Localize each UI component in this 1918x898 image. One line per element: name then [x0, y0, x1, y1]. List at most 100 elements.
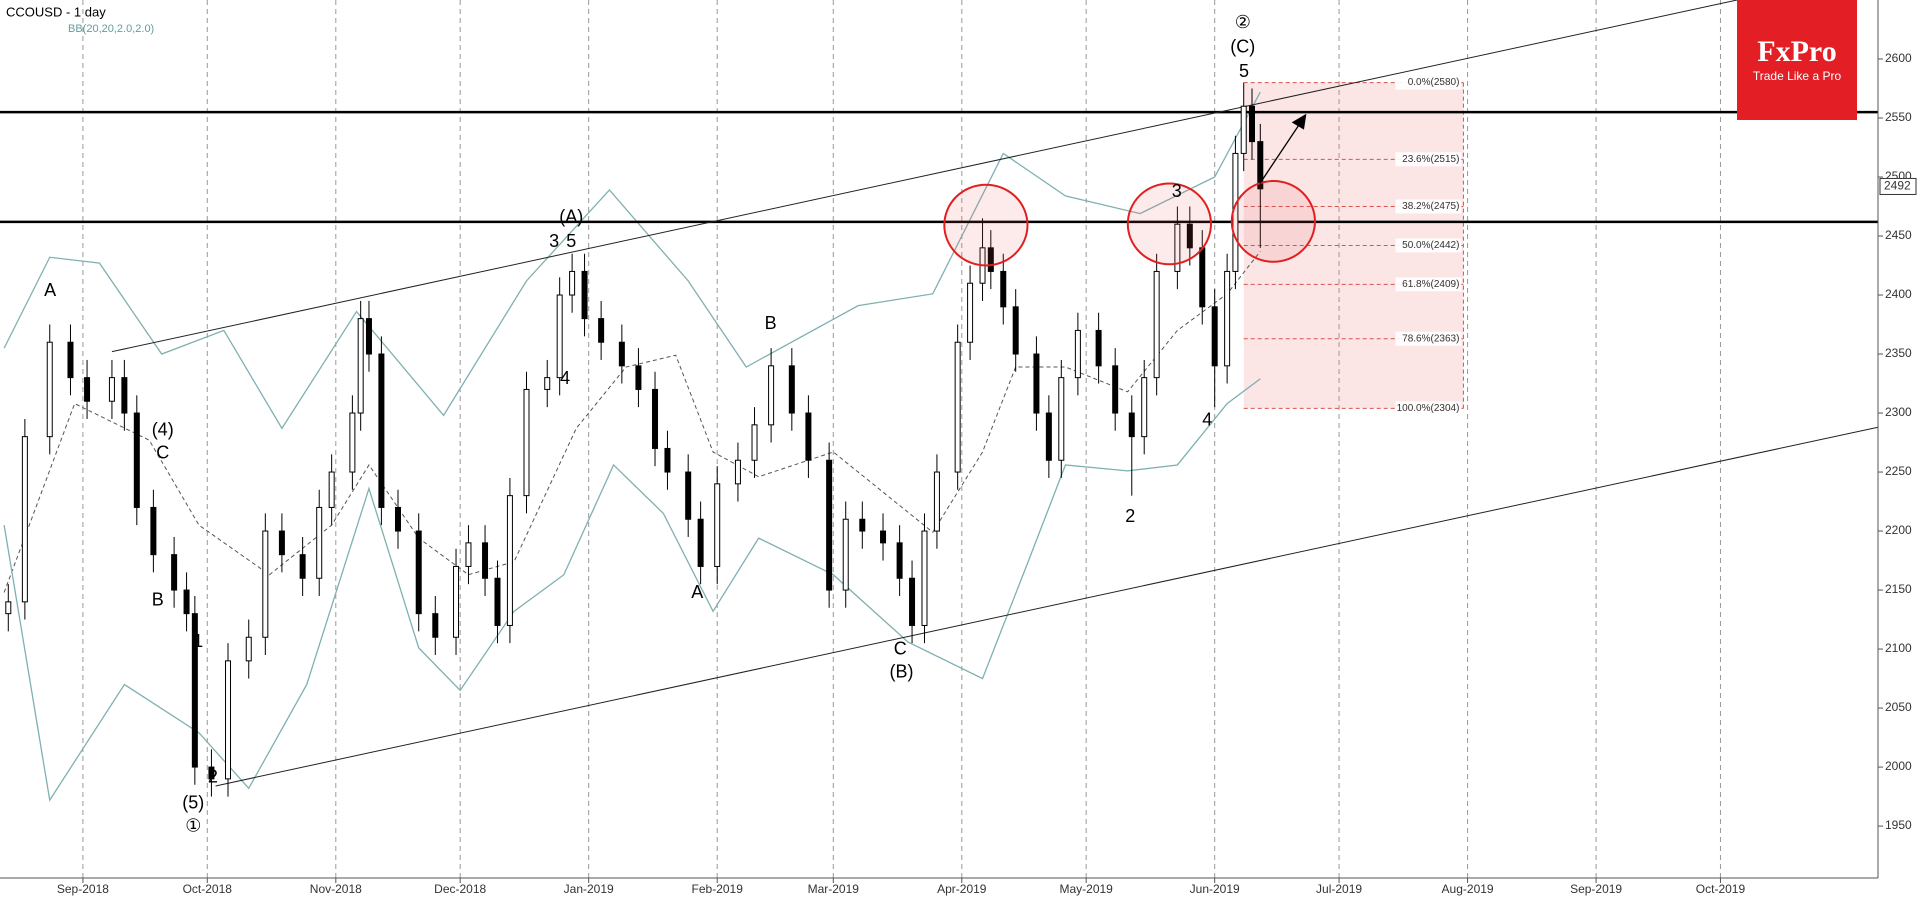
- candle-body: [826, 459, 833, 591]
- logo-subtitle: Trade Like a Pro: [1753, 69, 1842, 83]
- candle-body: [1095, 329, 1102, 367]
- candle-body: [349, 412, 356, 473]
- channel-line: [215, 426, 1879, 787]
- candle-body: [262, 530, 269, 638]
- fib-label-bg: [1395, 331, 1462, 346]
- fib-label: 0.0%(2580): [1408, 77, 1460, 88]
- candle-body: [482, 542, 489, 579]
- candle-body: [465, 542, 472, 567]
- candle-body: [415, 530, 422, 615]
- candle-body: [432, 613, 439, 638]
- candle-body: [1045, 412, 1052, 461]
- wave-label: A: [44, 280, 56, 300]
- candle-body: [859, 518, 866, 532]
- candle-body: [1249, 105, 1255, 143]
- candle-body: [933, 471, 940, 532]
- candle-body: [635, 365, 642, 390]
- candle-body: [225, 660, 232, 780]
- wave-label: 3: [1172, 181, 1182, 201]
- candle-body: [842, 518, 849, 591]
- candle-body: [1074, 329, 1081, 379]
- candle-body: [278, 530, 285, 556]
- wave-label: 5: [1239, 61, 1249, 81]
- x-tick-label: Mar-2019: [808, 882, 860, 896]
- arrow-head: [1291, 113, 1307, 130]
- fib-label: 38.2%(2475): [1402, 201, 1459, 212]
- projection-arrow: [1259, 120, 1303, 184]
- candle-body: [598, 318, 605, 343]
- x-tick-label: Oct-2018: [183, 882, 233, 896]
- candle-body: [556, 294, 563, 379]
- candle-body: [987, 247, 994, 272]
- highlight-circle: [943, 183, 1029, 267]
- candle-body: [299, 554, 306, 579]
- candle-body: [328, 471, 335, 508]
- x-tick-label: Sep-2019: [1570, 882, 1622, 896]
- logo-title: FxPro: [1757, 35, 1836, 68]
- grid: [82, 0, 1883, 883]
- x-tick-label: Jul-2019: [1316, 882, 1362, 896]
- candle-body: [1240, 105, 1247, 154]
- candle-body: [909, 577, 916, 626]
- candle-body: [954, 341, 961, 473]
- fib-label: 61.8%(2409): [1402, 279, 1459, 290]
- x-tick-label: Feb-2019: [692, 882, 744, 896]
- y-tick-label: 2050: [1885, 700, 1912, 714]
- candle-body: [714, 483, 721, 567]
- wave-label: C: [894, 638, 907, 658]
- wave-label: (5): [182, 792, 204, 812]
- candle-body: [357, 318, 364, 414]
- candle-body: [1112, 365, 1119, 414]
- wave-label: (B): [890, 662, 914, 682]
- y-tick-label: 2300: [1885, 405, 1912, 419]
- wave-label: 1: [193, 631, 203, 651]
- candle-body: [664, 447, 671, 473]
- y-tick-label: 2450: [1885, 228, 1912, 242]
- candle-body: [108, 377, 115, 402]
- indicator-label: BB(20,20,2.0,2.0): [68, 23, 154, 35]
- candle-body: [494, 577, 501, 626]
- logo-box: [1737, 0, 1857, 120]
- candle-body: [880, 530, 887, 544]
- candle-body: [245, 636, 252, 662]
- fib-label: 50.0%(2442): [1402, 240, 1459, 251]
- highlight-circle: [1230, 180, 1316, 263]
- candle-body: [1224, 270, 1231, 367]
- x-tick-label: Dec-2018: [434, 882, 486, 896]
- candles: [5, 82, 1264, 797]
- wave-label: 4: [1202, 410, 1212, 430]
- candle-body: [685, 471, 692, 520]
- candle-body: [506, 495, 513, 626]
- candle-body: [921, 530, 928, 626]
- x-tick-label: Aug-2019: [1442, 882, 1494, 896]
- wave-label: 2: [1125, 506, 1135, 526]
- band-lower: [3, 378, 1261, 802]
- candle-body: [1000, 270, 1007, 308]
- candle-body: [697, 518, 704, 567]
- wave-label: 3: [549, 231, 559, 251]
- wave-label: ①: [185, 816, 201, 836]
- wave-label: (A): [559, 206, 583, 226]
- y-tick-label: 2100: [1885, 641, 1912, 655]
- candle-body: [1128, 412, 1135, 438]
- candle-body: [544, 377, 551, 390]
- wave-label: 4: [560, 368, 570, 388]
- candle-body: [581, 270, 588, 320]
- candle-body: [1186, 223, 1193, 249]
- candle-body: [378, 353, 385, 508]
- candle-body: [453, 565, 460, 638]
- candle-body: [1153, 270, 1160, 379]
- y-tick-label: 2550: [1885, 110, 1912, 124]
- candle-body: [523, 388, 530, 497]
- candle-body: [365, 318, 372, 355]
- candle-body: [788, 365, 795, 414]
- x-tick-label: Nov-2018: [310, 882, 362, 896]
- candle-body: [734, 459, 741, 485]
- y-tick-label: 2400: [1885, 287, 1912, 301]
- x-tick-label: Sep-2018: [57, 882, 109, 896]
- candle-body: [394, 506, 401, 532]
- wave-label: C: [156, 443, 169, 463]
- candle-body: [569, 270, 576, 296]
